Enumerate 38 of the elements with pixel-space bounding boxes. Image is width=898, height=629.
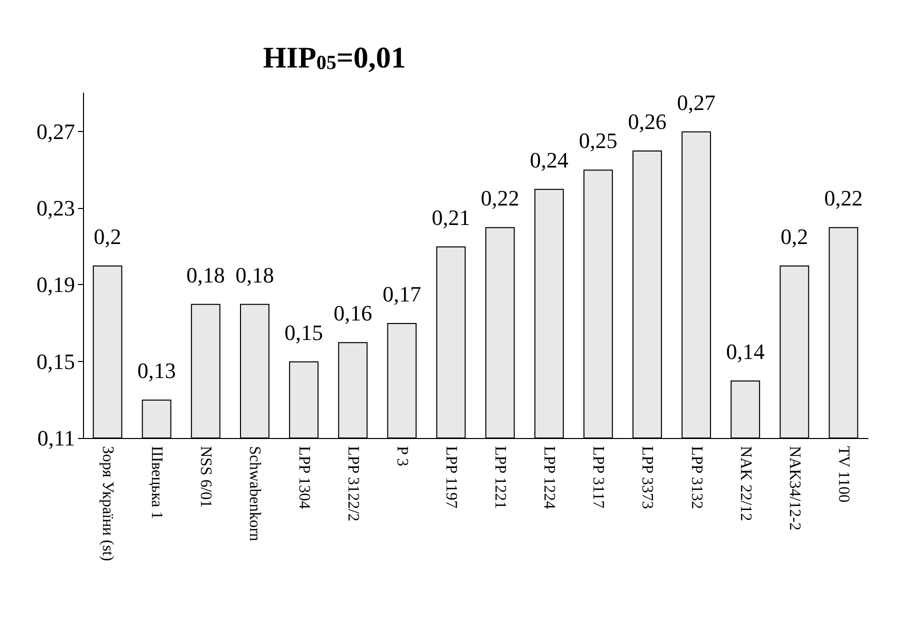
x-tick-label: LPP 3373 [638,446,656,509]
y-tick-label: 0,19 [36,272,75,298]
x-tick-label: Швецька 1 [148,446,166,520]
x-tick-label: Schwabenkorn [246,446,264,542]
data-label: 0,14 [726,339,765,364]
x-tick-label: LPP 1224 [540,446,558,509]
data-label: 0,16 [334,300,372,326]
x-tick-label: Зоря України (st) [99,446,116,562]
y-tick-label: 0,11 [37,426,75,450]
data-label: 0,24 [530,147,568,172]
y-tick-label: 0,23 [36,196,75,220]
data-label: 0,27 [677,90,716,115]
data-label: 0,18 [235,262,274,288]
data-label: 0,15 [284,320,324,345]
x-tick-label: LPP 1221 [492,446,509,509]
x-tick-label: LPP 1304 [295,446,312,509]
x-tick-label: NAK34/12-2 [786,446,803,530]
data-label: 0,17 [382,282,422,306]
x-tick-label: NSS 6/01 [197,446,214,508]
x-tick-label: TV 1100 [834,446,852,502]
data-label: 0,21 [432,204,470,230]
x-tick-label: P 3 [393,446,410,466]
data-label: 0,13 [137,358,176,384]
chart-title: НІР05=0,01 [263,42,406,74]
x-tick-label: LPP 1197 [442,446,460,508]
y-tick-label: 0,27 [36,118,75,144]
data-label: 0,25 [578,128,618,154]
data-label: 0,2 [780,224,808,249]
x-tick-label: LPP 3122/2 [344,446,362,522]
y-tick-label: 0,15 [36,348,75,374]
x-tick-label: NAK 22/12 [736,446,754,522]
data-label: 0,22 [824,186,863,211]
data-label: 0,2 [94,224,122,249]
x-tick-label: LPP 3117 [590,446,607,508]
data-label: 0,22 [480,186,520,211]
data-label: 0,26 [628,109,666,134]
data-label: 0,18 [186,262,225,288]
x-tick-label: LPP 3132 [688,446,705,509]
